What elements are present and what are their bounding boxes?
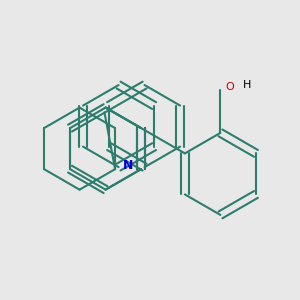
Text: N: N (123, 159, 134, 172)
Text: O: O (225, 82, 234, 92)
Text: H: H (243, 80, 252, 89)
